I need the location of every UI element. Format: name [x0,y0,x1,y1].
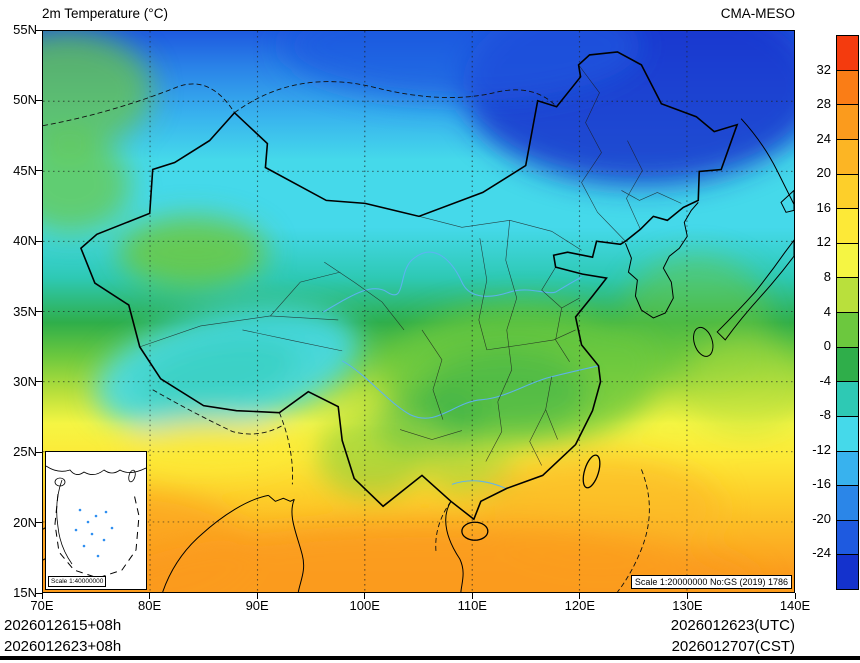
colorbar-segment [837,242,858,278]
colorbar-tick-label: 8 [823,268,831,284]
province-boundaries [139,64,682,466]
rivers [322,251,599,489]
lat-tick [36,381,42,383]
map-scale-note: Scale 1:20000000 No:GS (2019) 1786 [630,575,792,589]
lon-label: 100E [349,598,380,613]
colorbar-segment [837,36,858,70]
colorbar-segment [837,519,858,555]
colorbar-tick-label: 16 [816,199,831,215]
inset-map-south-china-sea: Scale 1:40000000 [45,451,147,590]
lon-tick [686,593,688,599]
lon-label: 90E [245,598,269,613]
colorbar-segment [837,485,858,520]
lon-tick [41,593,43,599]
colorbar-tick-label: -4 [819,372,831,388]
lon-label: 80E [137,598,162,613]
lon-label: 120E [564,598,596,613]
map-canvas: Scale 1:40000000 Scale 1:20000000 No:GS … [42,30,795,593]
lon-tick [471,593,473,599]
colorbar-segment [837,312,858,347]
lon-tick [364,593,366,599]
lat-tick [36,29,42,31]
lat-label: 35N [13,303,37,319]
lon-label: 110E [457,598,487,613]
colorbar-tick-label: 0 [823,338,831,354]
footer-utc-time: 2026012623(UTC) [670,617,795,634]
page-title: 2m Temperature (°C) [42,6,168,21]
lat-tick [36,311,42,312]
colorbar [836,35,859,590]
lat-label: 45N [13,162,37,178]
colorbar-segment [837,173,858,209]
lat-label: 20N [13,514,37,530]
colorbar-segment [837,450,858,486]
china-border-path [79,51,739,521]
colorbar-tick-label: 28 [816,96,831,112]
colorbar-tick-label: 32 [816,61,831,77]
lat-tick [36,170,42,172]
colorbar-tick-label: -12 [812,441,831,457]
colorbar-segment [837,208,858,243]
lat-label: 30N [13,373,37,389]
colorbar-tick-label: 12 [816,234,831,250]
hainan-island [461,521,489,541]
lat-tick [36,522,42,524]
china-boundary [79,51,739,541]
colorbar-tick-label: -24 [812,545,831,561]
temperature-field-map [43,31,794,592]
lat-tick [36,592,42,594]
colorbar-segment [837,69,858,105]
temperature-anomaly-blobs [43,31,794,592]
inset-map-canvas [46,465,146,579]
lon-tick [256,593,258,599]
lat-tick [36,451,42,453]
colorbar-segment [837,277,858,312]
footer-valid-time: 2026012623+08h [4,638,122,655]
lon-label: 70E [30,598,54,613]
colorbar-tick-label: 20 [816,165,831,181]
lon-tick [794,593,796,599]
bottom-border [0,656,860,660]
lat-tick [36,240,42,242]
colorbar-segment [837,104,858,139]
lat-label: 15N [13,585,37,600]
lat-label: 55N [13,22,37,37]
lat-label: 25N [13,444,37,460]
taiwan-island [582,454,601,489]
colorbar-segment [837,381,858,416]
colorbar-tick-label: -16 [812,476,831,492]
colorbar-tick-label: -8 [819,407,831,423]
colorbar-segment [837,415,858,451]
colorbar-segment [837,138,858,174]
colorbar-segment [837,554,858,589]
lat-label: 40N [13,233,37,249]
inset-island-dots [74,508,114,558]
footer-cst-time: 2026012707(CST) [671,638,795,655]
lat-tick [36,99,42,101]
lon-label: 140E [779,598,811,613]
model-name: CMA-MESO [720,6,795,21]
colorbar-tick-label: 4 [823,303,831,319]
lon-label: 130E [672,598,703,613]
colorbar-tick-label: -20 [812,510,831,526]
inset-scale-label: Scale 1:40000000 [48,576,107,587]
coastlines [43,118,794,592]
colorbar-tick-label: 24 [816,130,831,146]
footer-init-time: 2026012615+08h [4,617,122,634]
colorbar-segment [837,346,858,382]
lon-tick [149,593,151,599]
lon-tick [579,593,581,599]
lat-label: 50N [13,92,37,108]
